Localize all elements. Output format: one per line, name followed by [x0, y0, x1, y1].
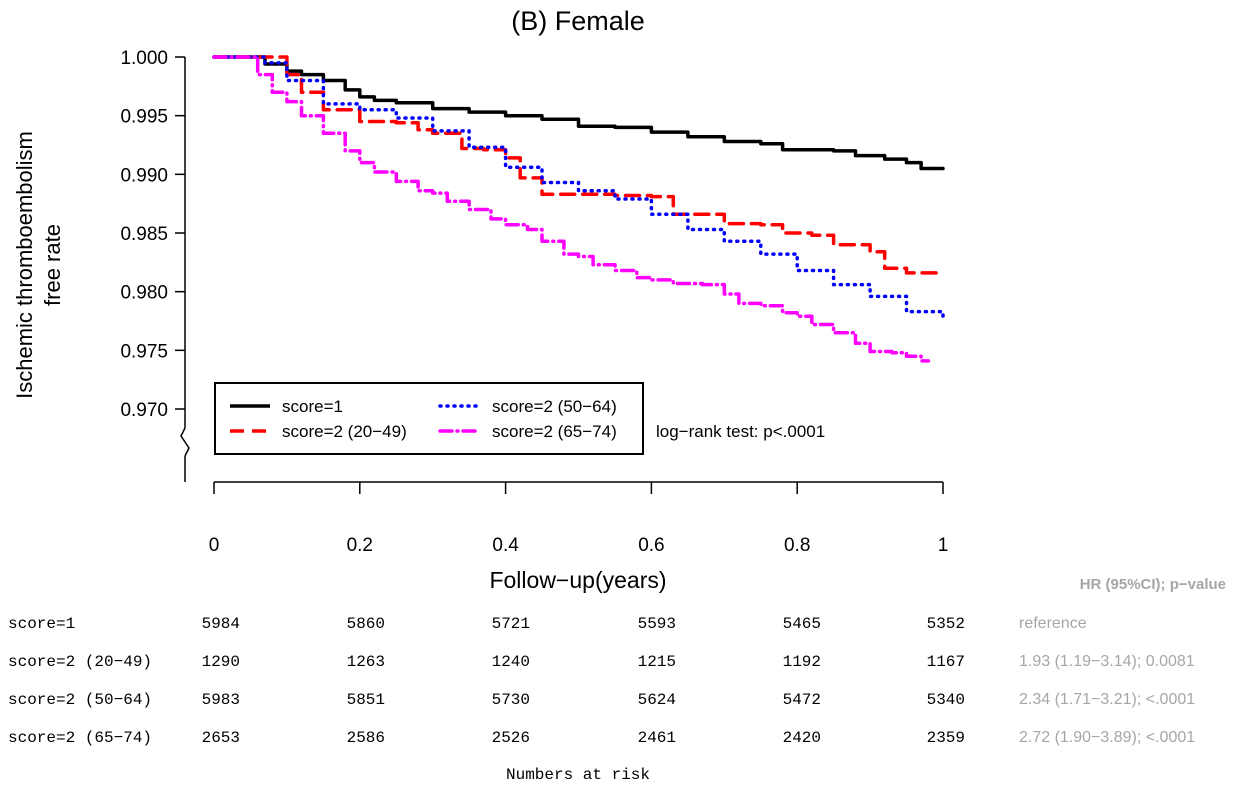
risk-count: 5851: [347, 691, 385, 709]
risk-count: 5593: [638, 615, 676, 633]
legend-label-65-74: score=2 (65−74): [492, 422, 617, 441]
risk-count: 5340: [927, 691, 965, 709]
y-tick-label: 0.985: [120, 224, 168, 245]
risk-count: 5984: [202, 615, 240, 633]
risk-count: 2420: [783, 729, 821, 747]
series-line-2: [212, 55, 945, 275]
hr-value: reference: [1019, 615, 1087, 632]
risk-count: 5465: [783, 615, 821, 633]
y-axis-label-line2: free rate: [40, 224, 65, 306]
x-tick-label: 0.6: [638, 535, 664, 556]
x-tick-label: 0.8: [784, 535, 810, 556]
risk-row-label: score=2 (50−64): [8, 691, 152, 709]
hr-value: 2.34 (1.71−3.21); <.0001: [1019, 691, 1195, 708]
risk-count: 2461: [638, 729, 676, 747]
legend-label-score1: score=1: [282, 397, 343, 416]
risk-count: 1192: [783, 653, 821, 671]
x-tick-label: 1: [938, 535, 949, 556]
legend-label-50-64: score=2 (50−64): [492, 397, 617, 416]
risk-row-label: score=2 (65−74): [8, 729, 152, 747]
series-line-4: [212, 55, 931, 363]
x-tick-label: 0.4: [492, 535, 519, 556]
y-tick-label: 0.990: [120, 165, 168, 186]
risk-count: 5983: [202, 691, 240, 709]
risk-count: 1290: [202, 653, 240, 671]
chart-title: (B) Female: [511, 6, 645, 36]
y-tick-label: 0.970: [120, 400, 168, 421]
y-tick-label: 1.000: [120, 48, 168, 69]
risk-count: 1167: [927, 653, 965, 671]
x-ticks: 0 0.2 0.4 0.6 0.8 1: [209, 482, 949, 556]
legend: score=1 score=2 (20−49) score=2 (50−64) …: [214, 382, 644, 455]
y-tick-label: 0.995: [120, 107, 168, 128]
risk-table-caption: Numbers at risk: [506, 766, 650, 784]
hr-value: 1.93 (1.19−3.14); 0.0081: [1019, 653, 1195, 670]
risk-count: 5721: [492, 615, 530, 633]
series-line-1: [212, 55, 945, 171]
risk-count: 2526: [492, 729, 530, 747]
hr-header: HR (95%CI); p−value: [1080, 576, 1226, 593]
risk-row-label: score=2 (20−49): [8, 653, 152, 671]
legend-box: [214, 382, 644, 455]
y-axis: [180, 57, 190, 482]
risk-count: 5352: [927, 615, 965, 633]
x-tick-label: 0: [209, 535, 220, 556]
y-tick-label: 0.975: [120, 341, 168, 362]
legend-label-20-49: score=2 (20−49): [282, 422, 407, 441]
risk-count: 1263: [347, 653, 385, 671]
risk-count: 5730: [492, 691, 530, 709]
risk-count: 2359: [927, 729, 965, 747]
logrank-annotation: log−rank test: p<.0001: [656, 422, 825, 441]
y-ticks: 0.970 0.975 0.980 0.985 0.990 0.995 1.000: [120, 48, 185, 421]
risk-count: 2653: [202, 729, 240, 747]
x-tick-label: 0.2: [347, 535, 373, 556]
series-line-3: [212, 55, 945, 323]
risk-count: 5860: [347, 615, 385, 633]
risk-count: 5472: [783, 691, 821, 709]
risk-count: 1240: [492, 653, 530, 671]
y-tick-label: 0.980: [120, 283, 168, 304]
series-lines: [212, 55, 945, 363]
risk-count: 1215: [638, 653, 676, 671]
risk-table: score=1 5984 5860 5721 5593 5465 5352 reference…: [8, 615, 1195, 747]
y-axis-label-line1: Ischemic thromboembolism: [12, 131, 37, 399]
axis-break-mark: [180, 427, 190, 457]
risk-count: 2586: [347, 729, 385, 747]
x-axis-label: Follow−up(years): [489, 567, 666, 593]
hr-value: 2.72 (1.90−3.89); <.0001: [1019, 729, 1195, 746]
risk-row-label: score=1: [8, 615, 75, 633]
risk-count: 5624: [638, 691, 676, 709]
